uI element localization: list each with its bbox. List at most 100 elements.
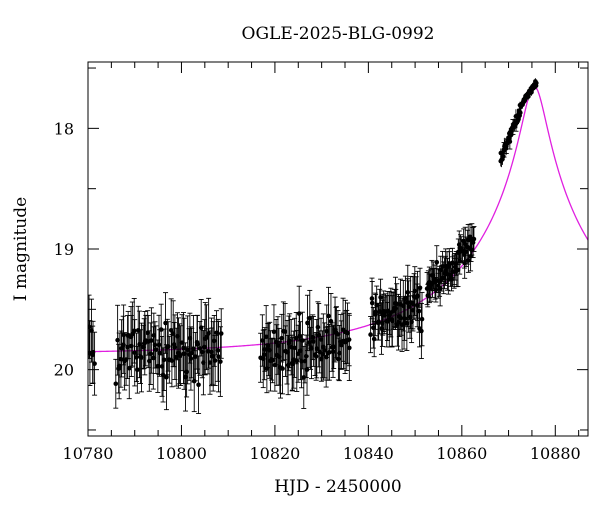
point-marker	[313, 354, 319, 359]
data-point	[271, 304, 277, 360]
point-marker	[500, 153, 506, 159]
point-marker	[189, 350, 195, 356]
point-marker	[347, 345, 352, 351]
point-marker	[378, 295, 383, 300]
point-marker	[196, 382, 201, 388]
y-tick-labels: 18 19 20	[54, 119, 74, 379]
point-marker	[139, 355, 144, 360]
point-marker	[315, 324, 321, 330]
point-marker	[165, 344, 171, 349]
point-marker	[125, 344, 130, 350]
point-marker	[168, 327, 174, 333]
point-marker	[215, 348, 221, 353]
point-marker	[184, 369, 189, 375]
point-marker	[471, 236, 477, 242]
point-marker	[316, 332, 322, 338]
point-marker	[118, 356, 124, 362]
point-marker	[134, 355, 139, 360]
data-point	[113, 358, 119, 409]
point-marker	[437, 286, 443, 291]
data-point	[534, 79, 539, 87]
chart-title: OGLE-2025-BLG-0992	[242, 24, 435, 44]
point-marker	[270, 358, 275, 363]
data-point	[160, 347, 166, 403]
data-point	[269, 337, 275, 384]
point-marker	[368, 332, 373, 337]
point-marker	[405, 290, 411, 295]
point-marker	[131, 328, 137, 334]
point-marker	[149, 338, 154, 343]
y-axis-label: I magnitude	[11, 197, 31, 301]
point-marker	[327, 349, 332, 355]
x-tick-label: 10880	[530, 444, 581, 463]
point-marker	[218, 331, 224, 336]
data-point	[199, 325, 205, 379]
data-point	[419, 291, 425, 347]
data-point	[163, 344, 169, 411]
point-marker	[320, 352, 325, 357]
axis-ticks	[87, 62, 588, 436]
point-marker	[434, 259, 440, 265]
x-tick-labels: 10780 10800 10820 10840 10860 10880	[63, 444, 581, 463]
point-marker	[336, 356, 341, 362]
point-marker	[419, 328, 424, 334]
point-marker	[211, 338, 217, 344]
point-marker	[164, 374, 169, 380]
point-marker	[191, 346, 196, 351]
point-marker	[116, 363, 122, 369]
point-marker	[92, 361, 97, 366]
x-axis-label: HJD - 2450000	[274, 477, 402, 497]
data-point	[183, 342, 189, 412]
data-point	[148, 307, 154, 374]
data-point	[202, 319, 208, 375]
data-point	[378, 278, 384, 316]
data-point	[313, 332, 319, 381]
point-marker	[158, 327, 164, 332]
y-tick-label: 19	[54, 240, 74, 259]
point-marker	[262, 352, 267, 357]
point-marker	[466, 258, 471, 263]
data-point	[325, 286, 331, 346]
data-point	[132, 319, 138, 387]
data-point	[118, 330, 124, 388]
point-marker	[202, 344, 207, 350]
data-point	[116, 332, 122, 400]
point-marker	[304, 367, 310, 372]
point-marker	[339, 342, 344, 348]
data-point	[471, 226, 477, 252]
point-marker	[310, 334, 316, 340]
point-marker	[430, 273, 436, 278]
x-tick-label: 10840	[343, 444, 394, 463]
point-marker	[271, 329, 277, 335]
point-marker	[205, 349, 211, 354]
data-point	[212, 335, 218, 386]
point-marker	[455, 267, 461, 273]
x-tick-label: 10780	[63, 444, 114, 463]
point-marker	[151, 333, 157, 338]
point-marker	[156, 342, 162, 348]
point-marker	[433, 287, 439, 293]
data-point	[371, 320, 377, 358]
data-point	[215, 318, 221, 382]
point-marker	[305, 320, 310, 326]
point-marker	[121, 332, 126, 338]
data-point	[88, 294, 92, 359]
point-marker	[518, 110, 523, 116]
point-marker	[88, 324, 92, 330]
point-marker	[153, 347, 159, 352]
point-marker	[113, 381, 119, 387]
data-point	[152, 321, 158, 369]
point-marker	[371, 336, 377, 342]
point-marker	[529, 89, 534, 95]
point-marker	[303, 354, 309, 359]
point-marker	[263, 334, 269, 340]
point-marker	[416, 308, 422, 314]
data-point	[156, 314, 162, 375]
point-marker	[369, 300, 375, 306]
data-point	[161, 328, 167, 391]
data-point	[148, 322, 154, 385]
data-point	[280, 342, 286, 395]
data-point	[320, 313, 326, 381]
y-tick-label: 18	[54, 119, 74, 138]
